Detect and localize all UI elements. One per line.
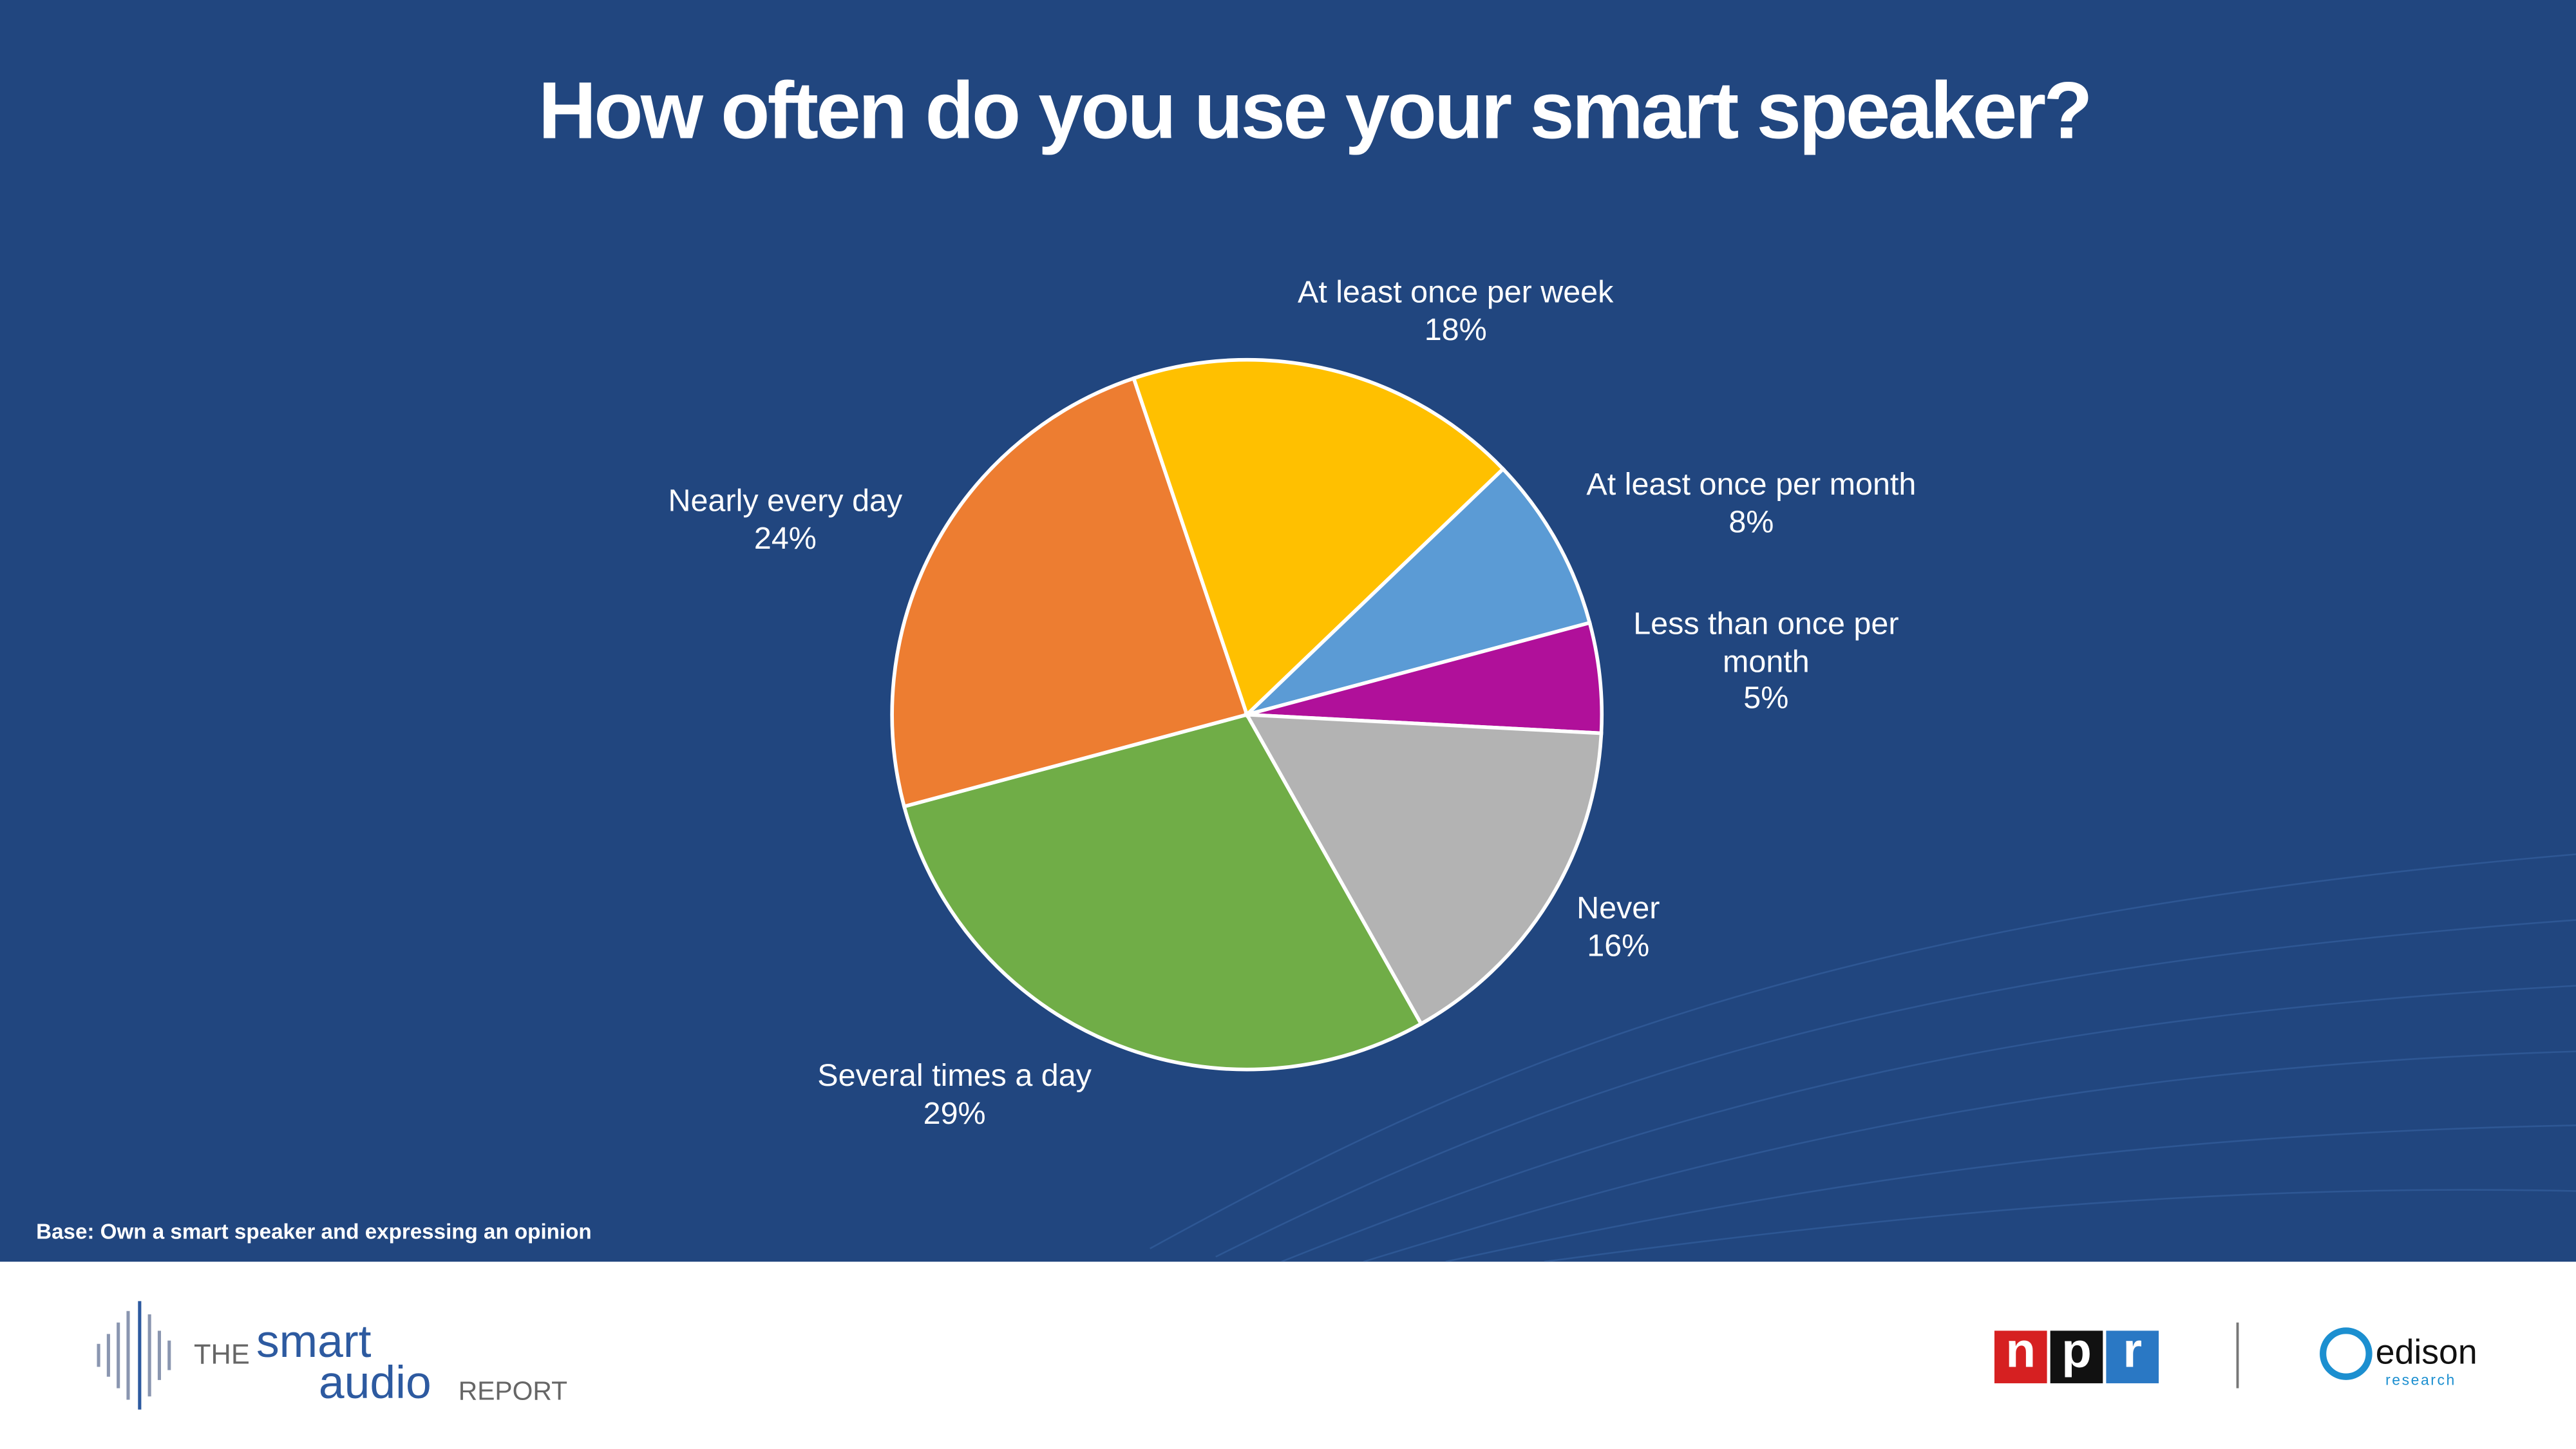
value-label: 24% [753,521,817,556]
slice-label: Nearly every day 24% [605,485,966,559]
wave [1445,1124,2576,1262]
waves [1150,853,2576,1262]
category-label: Less than once per month [1633,607,1899,679]
category-label: Never [1577,892,1660,927]
pie-chart [890,357,1604,1072]
research-text: research [2385,1372,2456,1388]
npr-box [2106,1331,2159,1383]
npr-letter: p [2061,1324,2092,1379]
npr-box [2050,1331,2103,1383]
pie-slice [1245,466,1592,717]
category-label: Nearly every day [668,484,903,520]
category-label: At least once per week [1298,276,1614,311]
npr-letter: n [2005,1324,2036,1379]
npr-box [1994,1331,2047,1383]
wave [1215,919,2576,1258]
brand-smart: smart [256,1316,372,1367]
wave [1544,1189,2576,1262]
base-note: Base: Own a smart speaker and expressing… [36,1218,592,1244]
edison-text: edison [2375,1334,2477,1372]
value-label: 18% [1424,312,1487,348]
wave [1281,985,2576,1262]
wave [1150,853,2576,1249]
wave [1363,1050,2576,1262]
chart-title: How often do you use your smart speaker? [538,67,2093,156]
value-label: 16% [1587,929,1650,964]
pie-slice [1244,712,1604,1027]
value-label: 8% [1728,505,1774,540]
brand-report: REPORT [458,1378,568,1406]
pie-slice [902,712,1424,1072]
slice-label: Less than once per month 5% [1610,608,1922,719]
slice-label: Several times a day 29% [741,1059,1168,1133]
brand-the: THE [194,1339,250,1370]
slide: How often do you use your smart speaker?… [0,0,2576,1262]
value-label: 5% [1743,681,1789,717]
slice-label: At least once per month 8% [1554,468,1948,542]
pie-slice [890,375,1249,809]
logo-wave [97,1301,171,1410]
pie-slice [1246,620,1604,735]
category-label: Several times a day [817,1059,1092,1094]
category-label: At least once per month [1586,468,1917,503]
edison-mark [2320,1327,2372,1380]
value-label: 29% [923,1096,986,1132]
brand-audio: audio [318,1357,431,1408]
pie-slice [1131,357,1506,718]
npr-letter: r [2123,1324,2143,1379]
slice-label: Never 16% [1520,892,1717,966]
slice-label: At least once per week 18% [1258,276,1653,350]
